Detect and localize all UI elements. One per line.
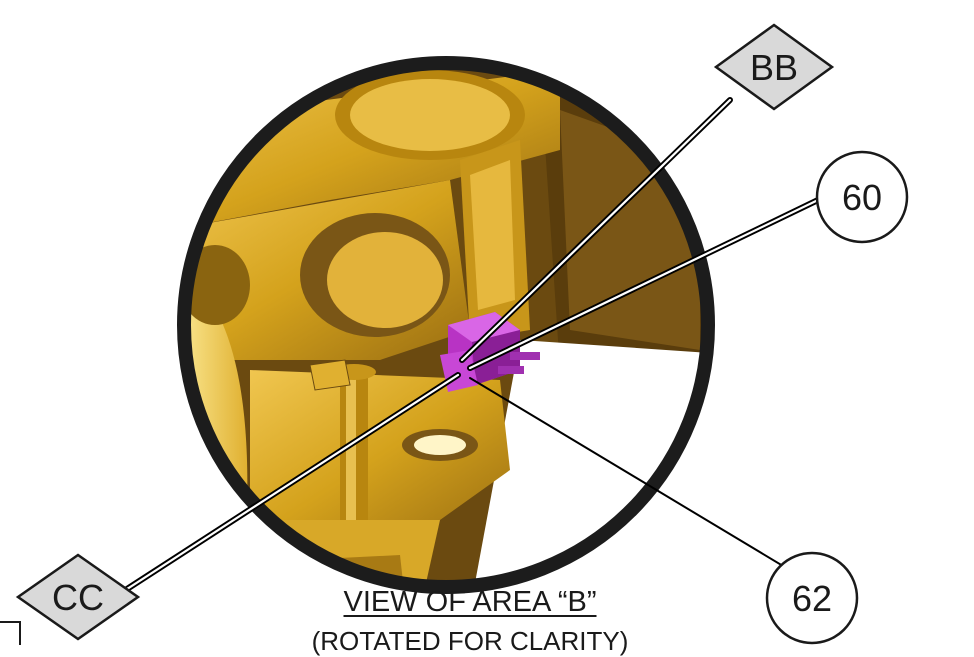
callout-cc: CC xyxy=(15,553,141,641)
leader-line-60 xyxy=(467,197,821,371)
callout-60: 60 xyxy=(815,150,909,244)
callout-bb-label: BB xyxy=(750,47,798,88)
callout-62-label: 62 xyxy=(792,578,832,619)
corner-mark xyxy=(0,621,21,645)
leader-lines xyxy=(107,97,821,603)
detail-lens xyxy=(184,63,708,587)
leader-line-bb xyxy=(459,97,733,363)
view-subtitle: (ROTATED FOR CLARITY) xyxy=(311,626,629,656)
leader-line-cc xyxy=(107,372,461,603)
callout-bb: BB xyxy=(713,23,835,111)
view-title: VIEW OF AREA “B” xyxy=(343,586,597,618)
detail-ring xyxy=(177,56,715,594)
callout-62: 62 xyxy=(765,551,859,645)
callout-60-label: 60 xyxy=(842,177,882,218)
leader-line-62 xyxy=(469,377,799,576)
callout-cc-label: CC xyxy=(52,577,104,618)
